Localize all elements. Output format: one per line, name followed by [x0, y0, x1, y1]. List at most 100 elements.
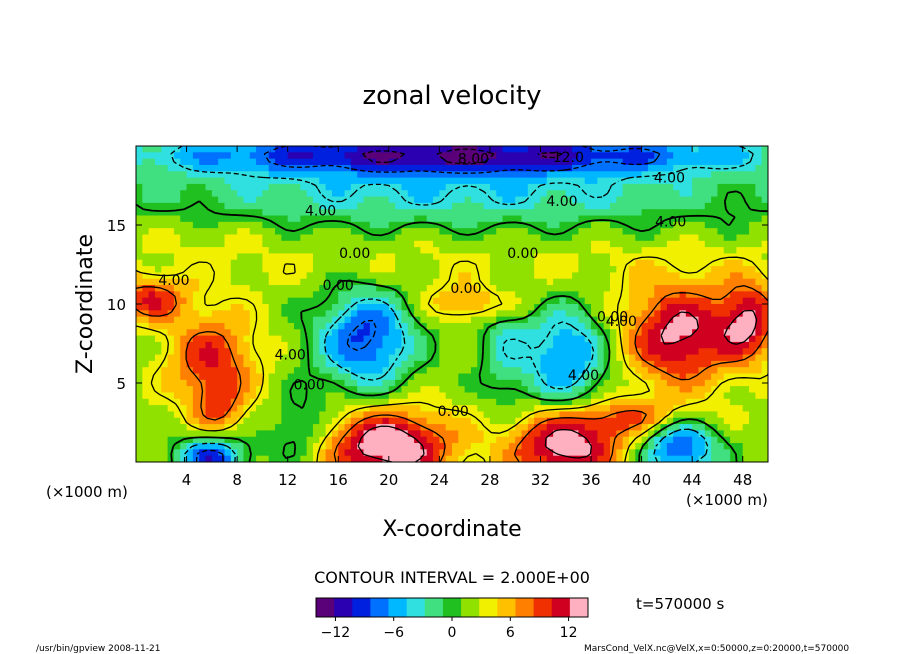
- field-cell: [369, 379, 377, 387]
- field-cell: [331, 373, 339, 381]
- field-cell: [268, 146, 276, 153]
- field-cell: [426, 310, 434, 318]
- field-cell: [281, 202, 289, 210]
- field-cell: [306, 202, 314, 210]
- field-cell: [382, 297, 390, 305]
- field-cell: [395, 405, 403, 413]
- field-cell: [660, 297, 668, 305]
- field-cell: [237, 266, 245, 273]
- field-cell: [154, 455, 162, 462]
- field-cell: [540, 449, 548, 457]
- field-cell: [515, 266, 523, 273]
- field-cell: [464, 316, 472, 324]
- field-cell: [628, 278, 636, 286]
- field-cell: [496, 152, 504, 160]
- field-cell: [761, 266, 768, 273]
- field-cell: [382, 329, 390, 337]
- field-cell: [755, 221, 763, 229]
- field-cell: [350, 240, 358, 248]
- field-cell: [376, 209, 384, 217]
- field-cell: [628, 171, 636, 179]
- field-cell: [294, 405, 301, 413]
- field-cell: [470, 297, 478, 305]
- field-cell: [376, 221, 384, 229]
- field-cell: [755, 164, 763, 172]
- field-cell: [704, 272, 712, 280]
- field-cell: [136, 443, 143, 450]
- field-cell: [186, 228, 194, 236]
- field-cell: [344, 405, 352, 413]
- field-cell: [458, 360, 466, 368]
- field-cell: [268, 297, 276, 305]
- field-cell: [452, 373, 459, 381]
- field-cell: [698, 436, 706, 444]
- field-cell: [546, 417, 554, 425]
- field-cell: [142, 354, 150, 362]
- field-cell: [635, 398, 643, 406]
- field-cell: [243, 221, 251, 229]
- field-cell: [363, 234, 371, 242]
- field-cell: [237, 392, 245, 400]
- field-cell: [211, 341, 219, 349]
- field-cell: [407, 240, 415, 248]
- field-cell: [281, 373, 289, 381]
- field-cell: [268, 164, 276, 172]
- field-cell: [414, 152, 421, 160]
- field-cell: [154, 209, 162, 217]
- field-cell: [679, 310, 687, 318]
- field-cell: [521, 360, 529, 368]
- field-cell: [173, 164, 181, 172]
- field-cell: [521, 424, 529, 431]
- field-cell: [167, 360, 175, 368]
- field-cell: [249, 449, 257, 457]
- field-cell: [616, 285, 624, 292]
- field-cell: [553, 221, 561, 229]
- field-cell: [142, 310, 150, 318]
- field-cell: [294, 424, 301, 431]
- field-cell: [666, 455, 674, 462]
- field-cell: [211, 146, 219, 153]
- field-cell: [161, 360, 169, 368]
- field-cell: [489, 424, 497, 431]
- field-cell: [452, 436, 459, 444]
- field-cell: [546, 278, 554, 286]
- field-cell: [218, 234, 226, 242]
- field-cell: [628, 386, 636, 394]
- field-cell: [527, 228, 535, 236]
- field-cell: [287, 253, 295, 261]
- field-cell: [357, 291, 365, 299]
- field-cell: [452, 247, 459, 255]
- field-cell: [610, 209, 617, 217]
- field-cell: [717, 443, 725, 450]
- field-cell: [761, 202, 768, 210]
- field-cell: [452, 417, 459, 425]
- field-cell: [224, 171, 232, 179]
- field-cell: [325, 190, 333, 198]
- field-cell: [692, 411, 700, 419]
- field-cell: [420, 329, 428, 337]
- field-cell: [211, 234, 219, 242]
- field-cell: [401, 354, 409, 362]
- field-cell: [470, 215, 478, 223]
- field-cell: [654, 228, 662, 236]
- field-cell: [610, 310, 617, 318]
- field-cell: [502, 360, 510, 368]
- field-cell: [281, 411, 289, 419]
- field-cell: [312, 322, 320, 330]
- field-cell: [192, 316, 200, 324]
- field-cell: [483, 316, 491, 324]
- field-cell: [673, 398, 681, 406]
- field-cell: [692, 354, 700, 362]
- field-cell: [641, 202, 649, 210]
- field-cell: [414, 202, 421, 210]
- field-cell: [433, 417, 440, 425]
- field-cell: [553, 322, 561, 330]
- field-cell: [616, 266, 624, 273]
- field-cell: [679, 449, 687, 457]
- field-cell: [218, 310, 226, 318]
- field-cell: [452, 411, 459, 419]
- field-cell: [452, 341, 459, 349]
- field-cell: [319, 240, 327, 248]
- field-cell: [679, 379, 687, 387]
- field-cell: [508, 398, 516, 406]
